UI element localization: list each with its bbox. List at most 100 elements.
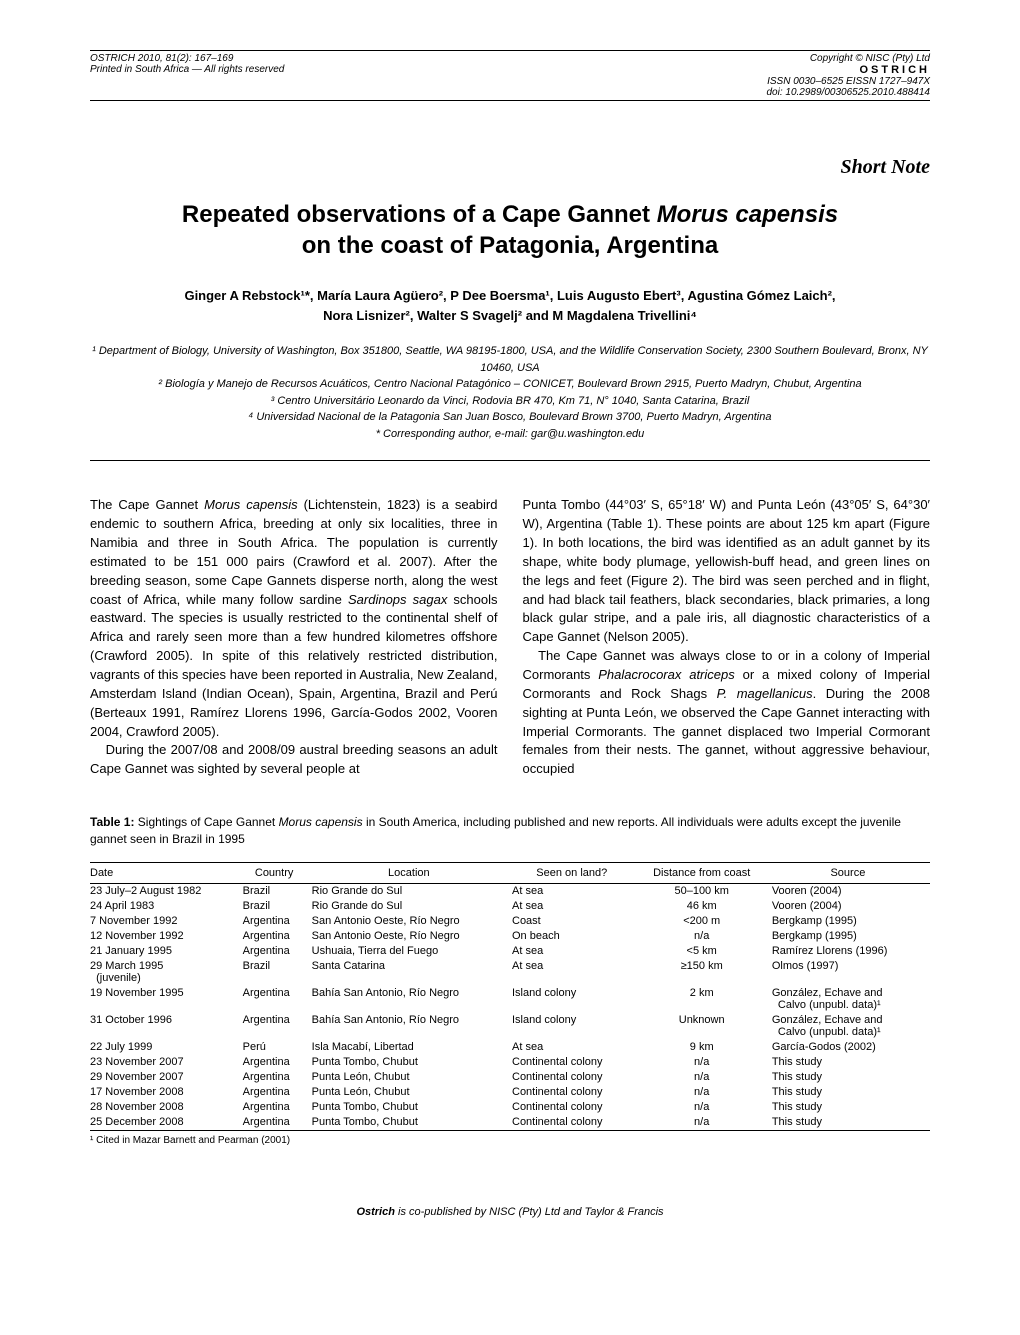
table-row: 12 November 1992ArgentinaSan Antonio Oes… <box>90 929 930 944</box>
table-row: 31 October 1996ArgentinaBahía San Antoni… <box>90 1013 930 1040</box>
table-cell: 29 March 1995 (juvenile) <box>90 959 243 986</box>
table-cell: Argentina <box>243 1085 312 1100</box>
table-cell: <5 km <box>638 944 772 959</box>
table-cell: García-Godos (2002) <box>772 1040 930 1055</box>
table-cell: Argentina <box>243 1115 312 1131</box>
table-cell: 21 January 1995 <box>90 944 243 959</box>
table-cell: Vooren (2004) <box>772 899 930 914</box>
table-cell: n/a <box>638 929 772 944</box>
table-cell: Argentina <box>243 986 312 1013</box>
table-cell: 46 km <box>638 899 772 914</box>
table-cell: This study <box>772 1070 930 1085</box>
table-cell: Continental colony <box>512 1070 638 1085</box>
table-cell: Punta Tombo, Chubut <box>312 1100 512 1115</box>
table-cell: n/a <box>638 1115 772 1131</box>
table-cell: Rio Grande do Sul <box>312 883 512 899</box>
table-cell: 28 November 2008 <box>90 1100 243 1115</box>
table-row: 29 March 1995 (juvenile)BrazilSanta Cata… <box>90 959 930 986</box>
table-cell: n/a <box>638 1055 772 1070</box>
table-cell: Santa Catarina <box>312 959 512 986</box>
table-cell: n/a <box>638 1100 772 1115</box>
authors: Ginger A Rebstock¹*, María Laura Agüero²… <box>90 286 930 325</box>
corresponding-author: * Corresponding author, e-mail: gar@u.wa… <box>90 426 930 443</box>
table-cell: At sea <box>512 899 638 914</box>
affiliations: ¹ Department of Biology, University of W… <box>90 343 930 442</box>
table-cell: Argentina <box>243 1055 312 1070</box>
paragraph: Punta Tombo (44°03′ S, 65°18′ W) and Pun… <box>523 496 931 647</box>
table-cell: Argentina <box>243 944 312 959</box>
paragraph: The Cape Gannet was always close to or i… <box>523 647 931 779</box>
table-row: 7 November 1992ArgentinaSan Antonio Oest… <box>90 914 930 929</box>
col-date: Date <box>90 862 243 883</box>
page-footer: Ostrich is co-published by NISC (Pty) Lt… <box>90 1206 930 1218</box>
table-cell: González, Echave and Calvo (unpubl. data… <box>772 986 930 1013</box>
sightings-table: Date Country Location Seen on land? Dist… <box>90 862 930 1131</box>
journal-name: OSTRICH <box>767 64 931 76</box>
table-cell: n/a <box>638 1085 772 1100</box>
affiliation-1: ¹ Department of Biology, University of W… <box>90 343 930 376</box>
table-cell: At sea <box>512 959 638 986</box>
title-line-1: Repeated observations of a Cape Gannet M… <box>182 201 838 228</box>
print-note: Printed in South Africa — All rights res… <box>90 64 284 75</box>
divider <box>90 460 930 461</box>
table-cell: 24 April 1983 <box>90 899 243 914</box>
col-seen: Seen on land? <box>512 862 638 883</box>
authors-line-1: Ginger A Rebstock¹*, María Laura Agüero²… <box>184 288 835 303</box>
table-footnote: ¹ Cited in Mazar Barnett and Pearman (20… <box>90 1135 930 1146</box>
header-right: Copyright © NISC (Pty) Ltd OSTRICH ISSN … <box>767 53 931 98</box>
table-cell: González, Echave and Calvo (unpubl. data… <box>772 1013 930 1040</box>
table-row: 25 December 2008ArgentinaPunta Tombo, Ch… <box>90 1115 930 1131</box>
table-cell: Rio Grande do Sul <box>312 899 512 914</box>
table-cell: <200 m <box>638 914 772 929</box>
table-body: 23 July–2 August 1982BrazilRio Grande do… <box>90 883 930 1130</box>
table-cell: 25 December 2008 <box>90 1115 243 1131</box>
table-cell: 23 July–2 August 1982 <box>90 883 243 899</box>
col-country: Country <box>243 862 312 883</box>
table-cell: Olmos (1997) <box>772 959 930 986</box>
table-cell: Bergkamp (1995) <box>772 914 930 929</box>
table-cell: At sea <box>512 944 638 959</box>
affiliation-3: ³ Centro Universitário Leonardo da Vinci… <box>90 393 930 410</box>
table-header-row: Date Country Location Seen on land? Dist… <box>90 862 930 883</box>
table-cell: Unknown <box>638 1013 772 1040</box>
table-row: 28 November 2008ArgentinaPunta Tombo, Ch… <box>90 1100 930 1115</box>
table-cell: Brazil <box>243 899 312 914</box>
table-caption-text: Sightings of Cape Gannet Morus capensis … <box>90 815 901 846</box>
table-row: 23 November 2007ArgentinaPunta Tombo, Ch… <box>90 1055 930 1070</box>
table-cell: Bergkamp (1995) <box>772 929 930 944</box>
footer-text: is co-published by NISC (Pty) Ltd and Ta… <box>398 1206 664 1218</box>
column-right: Punta Tombo (44°03′ S, 65°18′ W) and Pun… <box>523 496 931 779</box>
table-cell: At sea <box>512 1040 638 1055</box>
table-cell: 23 November 2007 <box>90 1055 243 1070</box>
table-cell: This study <box>772 1055 930 1070</box>
journal-header: OSTRICH 2010, 81(2): 167–169 Printed in … <box>90 50 930 101</box>
table-row: 22 July 1999PerúIsla Macabí, LibertadAt … <box>90 1040 930 1055</box>
table-cell: 19 November 1995 <box>90 986 243 1013</box>
table-cell: Vooren (2004) <box>772 883 930 899</box>
table-cell: 2 km <box>638 986 772 1013</box>
table-cell: This study <box>772 1100 930 1115</box>
col-distance: Distance from coast <box>638 862 772 883</box>
table-cell: Isla Macabí, Libertad <box>312 1040 512 1055</box>
table-cell: 9 km <box>638 1040 772 1055</box>
col-location: Location <box>312 862 512 883</box>
table-cell: Punta León, Chubut <box>312 1085 512 1100</box>
table-cell: San Antonio Oeste, Río Negro <box>312 929 512 944</box>
table-cell: Continental colony <box>512 1115 638 1131</box>
table-cell: 17 November 2008 <box>90 1085 243 1100</box>
table-row: 24 April 1983BrazilRio Grande do SulAt s… <box>90 899 930 914</box>
title-line-2: on the coast of Patagonia, Argentina <box>302 232 718 259</box>
table-cell: 50–100 km <box>638 883 772 899</box>
table-cell: Continental colony <box>512 1100 638 1115</box>
table-cell: Ushuaia, Tierra del Fuego <box>312 944 512 959</box>
article-title: Repeated observations of a Cape Gannet M… <box>90 199 930 261</box>
table-cell: Argentina <box>243 1100 312 1115</box>
paragraph: During the 2007/08 and 2008/09 austral b… <box>90 741 498 779</box>
affiliation-2: ² Biología y Manejo de Recursos Acuático… <box>90 376 930 393</box>
table-cell: ≥150 km <box>638 959 772 986</box>
table-cell: Bahía San Antonio, Río Negro <box>312 986 512 1013</box>
table-cell: n/a <box>638 1070 772 1085</box>
body-columns: The Cape Gannet Morus capensis (Lichtens… <box>90 496 930 779</box>
affiliation-4: ⁴ Universidad Nacional de la Patagonia S… <box>90 409 930 426</box>
table-cell: On beach <box>512 929 638 944</box>
